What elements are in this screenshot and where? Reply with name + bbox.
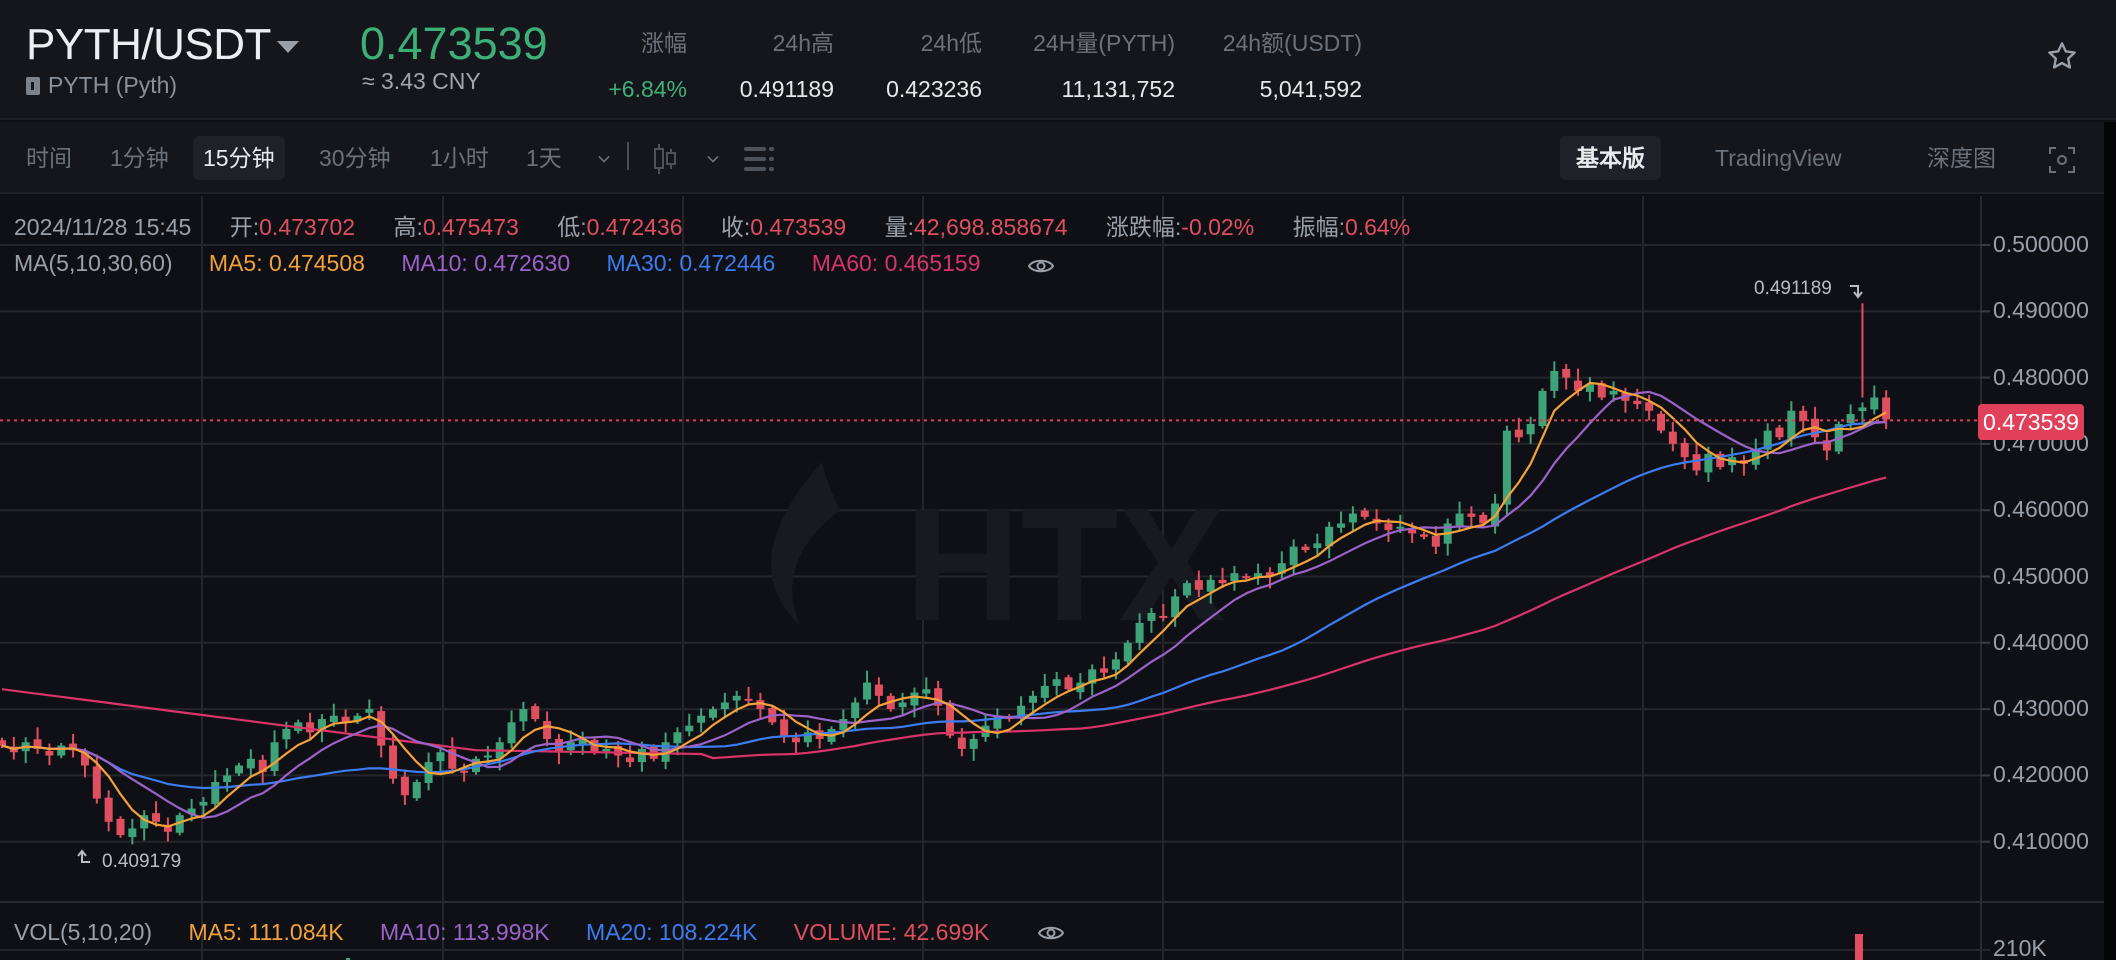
chart-toolbar: 时间 1分钟 15分钟 30分钟 1小时 1天 基本版 TradingView … [0,122,2116,194]
view-tradingview[interactable]: TradingView [1715,145,1842,171]
kline-chart[interactable] [0,196,1980,960]
stat-24h-low: 24h低 0.423236 [886,30,982,102]
ma60-value: MA60: 0.465159 [811,250,981,276]
ticker-header: PYTH/USDT PYTH (Pyth) 0.473539 ≈ 3.43 CN… [0,0,2116,120]
pair-selector[interactable]: PYTH/USDT [26,20,299,70]
ma-legend: MA(5,10,30,60) MA5: 0.474508 MA10: 0.472… [14,250,981,277]
amplitude-value: 0.64% [1344,214,1411,240]
price-tick-label: 0.480000 [1993,363,2089,390]
toolbar-divider [627,142,629,170]
price-tick-label: 0.420000 [1993,761,2089,788]
volume-value: 42,698.858674 [914,214,1068,240]
stat-24h-volume: 24H量(PYTH) 11,131,752 [1033,30,1175,102]
interval-15m[interactable]: 15分钟 [193,136,285,180]
eye-toggle-ma-icon[interactable] [1028,257,1054,275]
change-value: -0.02% [1181,214,1255,240]
price-tick-label: 0.440000 [1993,628,2089,655]
svg-text:HTX: HTX [905,475,1225,654]
price-tick-label: 0.430000 [1993,695,2089,722]
pair-subtitle[interactable]: PYTH (Pyth) [26,72,177,99]
vol-label: VOL(5,10,20) [14,919,153,945]
candle-datetime: 2024/11/28 15:45 [14,214,192,240]
interval-time[interactable]: 时间 [26,145,72,171]
ma-label: MA(5,10,30,60) [14,250,173,276]
star-favorite-icon[interactable] [2046,40,2078,72]
view-depth[interactable]: 深度图 [1927,145,1996,171]
svg-text:0.491189: 0.491189 [1754,278,1832,299]
price-tick-label: 0.450000 [1993,562,2089,589]
price-tick-label: 0.460000 [1993,496,2089,523]
volume-current-value: VOLUME: 42.699K [793,919,990,945]
view-basic[interactable]: 基本版 [1560,136,1661,180]
stat-change: 涨幅 +6.84% [608,30,687,102]
current-price-tag: 0.473539 [1978,404,2084,440]
eye-toggle-vol-icon[interactable] [1038,924,1064,942]
low-value: 0.472436 [586,214,683,240]
open-value: 0.473702 [259,214,356,240]
fullscreen-screenshot-icon[interactable] [2048,146,2076,174]
vol-ma5-value: MA5: 111.084K [188,919,344,945]
caret-down-icon [276,41,299,53]
last-price: 0.473539 [360,18,548,69]
stat-24h-amount: 24h额(USDT) 5,041,592 [1222,30,1362,102]
price-tick-label: 0.500000 [1993,231,2089,257]
candlestick-type-icon[interactable] [650,142,680,176]
stat-24h-high: 24h高 0.491189 [739,30,834,102]
ma30-value: MA30: 0.472446 [606,250,776,276]
close-value: 0.473539 [750,214,847,240]
interval-1h[interactable]: 1小时 [430,145,489,171]
pair-name: PYTH/USDT [26,20,271,69]
scrollbar-edge [2104,122,2116,960]
vol-legend: VOL(5,10,20) MA5: 111.084K MA10: 113.998… [14,919,989,946]
volume-axis-label: 210K [1993,935,2047,960]
price-axis[interactable] [1980,196,2104,960]
high-value: 0.475473 [422,214,519,240]
ma5-value: MA5: 0.474508 [208,250,365,276]
interval-1d[interactable]: 1天 [526,145,562,171]
svg-text:0.409179: 0.409179 [102,851,181,872]
ohlc-info-row: 2024/11/28 15:45 开:0.473702 高:0.475473 低… [14,214,1411,240]
info-book-icon [26,76,40,95]
interval-30m[interactable]: 30分钟 [319,145,391,171]
ma10-value: MA10: 0.472630 [401,250,571,276]
price-tick-label: 0.490000 [1993,297,2089,324]
interval-1m[interactable]: 1分钟 [110,145,169,171]
price-tick-label: 0.410000 [1993,827,2089,854]
vol-ma20-value: MA20: 108.224K [586,919,758,945]
indicators-list-icon[interactable] [743,144,775,174]
cny-price: ≈ 3.43 CNY [362,68,481,94]
asset-name: PYTH (Pyth) [48,72,178,98]
vol-ma10-value: MA10: 113.998K [380,919,550,945]
